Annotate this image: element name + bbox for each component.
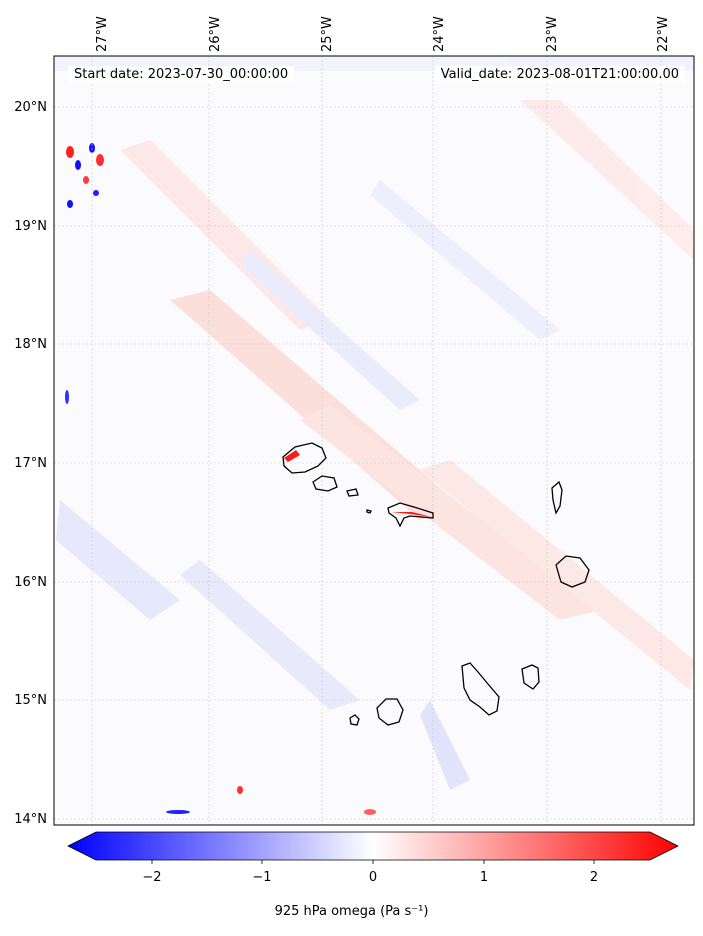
island-sal (551, 480, 563, 515)
lat-label: 14°N (14, 812, 47, 827)
island-fogo (376, 698, 404, 726)
lon-label: 24°W (432, 16, 447, 52)
lon-label: 22°W (656, 16, 671, 52)
lon-label: 27°W (95, 16, 110, 52)
convective-noise (65, 143, 376, 815)
island-sao-nicolau (387, 502, 434, 528)
gridlines (54, 56, 694, 825)
map-panel (54, 56, 694, 825)
longitude-labels: 27°W 26°W 25°W 24°W 23°W 22°W (95, 16, 671, 52)
lat-label: 20°N (14, 100, 47, 115)
colorbar-tick-label: −1 (252, 870, 271, 885)
island-sao-vicente (312, 475, 338, 492)
island-santa-luzia (346, 488, 359, 497)
start-date-label: Start date: 2023-07-30_00:00:00 (68, 66, 295, 83)
island-boa-vista (555, 555, 590, 588)
valid-date-label: Valid_date: 2023-08-01T21:00:00.00 (434, 66, 685, 83)
islands (282, 442, 590, 726)
colorbar-label: 925 hPa omega (Pa s⁻¹) (274, 904, 429, 919)
map-frame (53, 55, 695, 826)
lon-label: 23°W (545, 16, 560, 52)
colorbar-bar (67, 831, 679, 861)
lat-label: 16°N (14, 575, 47, 590)
lat-label: 15°N (14, 693, 47, 708)
island-branco-raso (366, 509, 372, 514)
island-santiago (461, 662, 500, 716)
colorbar: −2 −1 0 1 2 (67, 831, 679, 885)
lat-label: 17°N (14, 456, 47, 471)
colorbar-ticks (151, 860, 595, 864)
island-santo-antao (282, 442, 327, 474)
omega-field (54, 56, 694, 790)
lat-label: 18°N (14, 337, 47, 352)
lat-label: 19°N (14, 219, 47, 234)
colorbar-tick-label: −2 (142, 870, 161, 885)
colorbar-tick-label: 1 (480, 870, 488, 885)
lon-label: 25°W (320, 16, 335, 52)
latitude-labels: 20°N 19°N 18°N 17°N 16°N 15°N 14°N (14, 100, 47, 827)
colorbar-tick-label: 2 (590, 870, 598, 885)
lon-label: 26°W (208, 16, 223, 52)
colorbar-tick-label: 0 (369, 870, 377, 885)
island-maio (521, 664, 540, 690)
island-brava (349, 714, 360, 726)
